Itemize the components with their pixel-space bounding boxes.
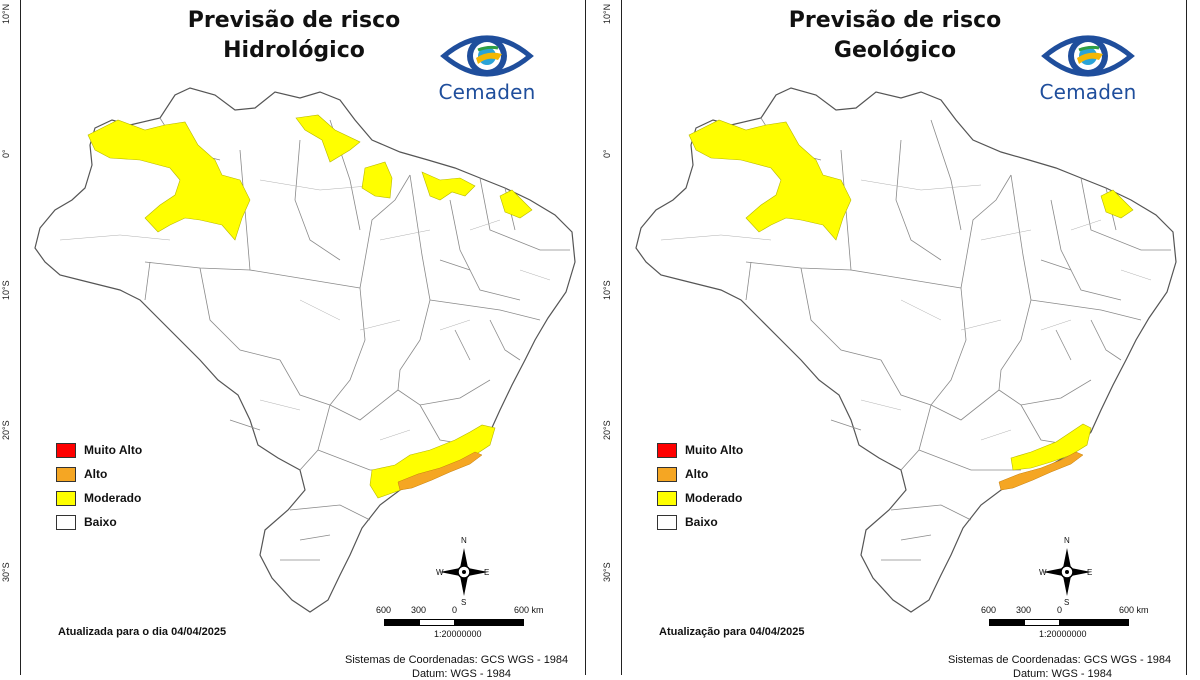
datum-label: Datum: WGS - 1984 bbox=[1013, 668, 1113, 680]
compass-s: S bbox=[461, 598, 467, 607]
map-title-line2: Hidrológico bbox=[223, 38, 365, 63]
legend: Muito Alto Alto Moderado Baixo bbox=[56, 438, 142, 534]
legend-swatch bbox=[56, 490, 76, 506]
coords-label: Sistemas de Coordenadas: GCS WGS - 1984 bbox=[948, 654, 1172, 666]
updated-label: Atualização para 04/04/2025 bbox=[659, 626, 805, 638]
legend-swatch bbox=[657, 466, 677, 482]
map-title-line2: Geológico bbox=[833, 38, 957, 63]
legend-item-alto: Alto bbox=[56, 462, 142, 486]
map-title-line1: Previsão de risco bbox=[788, 8, 1002, 33]
map-title: Previsão de risco Geológico bbox=[765, 6, 1025, 66]
legend-item-alto: Alto bbox=[657, 462, 743, 486]
scale-bar: 600 300 0 600 km 1:20000000 bbox=[376, 605, 544, 645]
brazil-map bbox=[34, 87, 576, 613]
scale-tick: 600 km bbox=[514, 605, 544, 615]
legend-label: Alto bbox=[685, 467, 709, 481]
eye-icon bbox=[440, 35, 534, 77]
scale-tick: 300 bbox=[411, 605, 427, 615]
frame-line bbox=[585, 0, 586, 675]
risk-area-roraima-north bbox=[295, 114, 361, 163]
scale-ratio: 1:20000000 bbox=[434, 629, 482, 639]
risk-area-southeast-coast-inner bbox=[998, 451, 1084, 491]
legend-label: Baixo bbox=[84, 515, 117, 529]
compass-e: E bbox=[484, 568, 490, 577]
legend-item-muito-alto: Muito Alto bbox=[56, 438, 142, 462]
scale-bar-graphic bbox=[384, 619, 524, 626]
compass-icon bbox=[1043, 548, 1091, 596]
legend-label: Moderado bbox=[685, 491, 743, 505]
scale-tick: 600 bbox=[376, 605, 392, 615]
legend-item-baixo: Baixo bbox=[56, 510, 142, 534]
logo-text: Cemaden bbox=[438, 80, 536, 104]
risk-area-southeast-coast-inner bbox=[397, 451, 483, 491]
map-title: Previsão de risco Hidrológico bbox=[164, 6, 424, 66]
compass-s: S bbox=[1064, 598, 1070, 607]
legend-label: Muito Alto bbox=[84, 443, 143, 457]
risk-moderado bbox=[688, 119, 1134, 471]
legend-swatch bbox=[657, 490, 677, 506]
logo-text: Cemaden bbox=[1039, 80, 1137, 104]
eye-icon bbox=[1041, 35, 1135, 77]
risk-area-amapa-north bbox=[361, 161, 393, 199]
legend-swatch bbox=[56, 442, 76, 458]
risk-area-para-north bbox=[421, 171, 476, 201]
risk-alto bbox=[397, 451, 483, 491]
map-panel-geologico: 10°N 0° 10°S 20°S 30°S Previsão de risco… bbox=[601, 0, 1200, 680]
frame-line bbox=[20, 0, 21, 675]
brazil-map bbox=[635, 87, 1177, 613]
compass-w: W bbox=[1039, 568, 1047, 577]
legend-item-muito-alto: Muito Alto bbox=[657, 438, 743, 462]
scale-bar-graphic bbox=[989, 619, 1129, 626]
compass-n: N bbox=[461, 536, 467, 545]
legend: Muito Alto Alto Moderado Baixo bbox=[657, 438, 743, 534]
legend-swatch bbox=[56, 466, 76, 482]
risk-alto bbox=[998, 451, 1084, 491]
datum-label: Datum: WGS - 1984 bbox=[412, 668, 512, 680]
risk-moderado bbox=[87, 114, 533, 499]
legend-item-baixo: Baixo bbox=[657, 510, 743, 534]
compass-n: N bbox=[1064, 536, 1070, 545]
legend-swatch bbox=[56, 514, 76, 530]
cemaden-logo: Cemaden bbox=[432, 28, 542, 108]
legend-label: Alto bbox=[84, 467, 108, 481]
municipality-borders bbox=[59, 179, 551, 441]
risk-area-ceara-north bbox=[1100, 189, 1134, 219]
coords-label: Sistemas de Coordenadas: GCS WGS - 1984 bbox=[345, 654, 569, 666]
risk-area-amazonas-west bbox=[87, 119, 251, 241]
scale-tick: 600 bbox=[981, 605, 997, 615]
scale-tick: 0 bbox=[1057, 605, 1063, 615]
map-title-line1: Previsão de risco bbox=[187, 8, 401, 33]
updated-label: Atualizada para o dia 04/04/2025 bbox=[58, 626, 227, 638]
frame-line bbox=[621, 0, 622, 675]
compass-rose: N S E W bbox=[432, 536, 496, 607]
risk-area-maranhao-north bbox=[499, 189, 533, 219]
compass-w: W bbox=[436, 568, 444, 577]
risk-area-southeast-coast bbox=[1010, 423, 1092, 471]
cemaden-logo: Cemaden bbox=[1033, 28, 1143, 108]
scale-tick: 0 bbox=[452, 605, 458, 615]
scale-tick: 300 bbox=[1016, 605, 1032, 615]
legend-swatch bbox=[657, 514, 677, 530]
legend-label: Baixo bbox=[685, 515, 718, 529]
risk-area-southeast-coast bbox=[369, 424, 496, 499]
legend-label: Moderado bbox=[84, 491, 142, 505]
frame-line bbox=[1186, 0, 1187, 675]
scale-tick: 600 km bbox=[1119, 605, 1149, 615]
scale-ratio: 1:20000000 bbox=[1039, 629, 1087, 639]
legend-swatch bbox=[657, 442, 677, 458]
legend-item-moderado: Moderado bbox=[56, 486, 142, 510]
compass-rose: N S E W bbox=[1035, 536, 1099, 607]
compass-e: E bbox=[1087, 568, 1093, 577]
compass-icon bbox=[440, 548, 488, 596]
map-panel-hidrologico: 10°N 0° 10°S 20°S 30°S Previsão de risco… bbox=[0, 0, 600, 680]
risk-area-amazonas-west bbox=[688, 119, 852, 241]
scale-bar: 600 300 0 600 km 1:20000000 bbox=[981, 605, 1149, 645]
legend-item-moderado: Moderado bbox=[657, 486, 743, 510]
legend-label: Muito Alto bbox=[685, 443, 744, 457]
municipality-borders bbox=[660, 179, 1152, 441]
